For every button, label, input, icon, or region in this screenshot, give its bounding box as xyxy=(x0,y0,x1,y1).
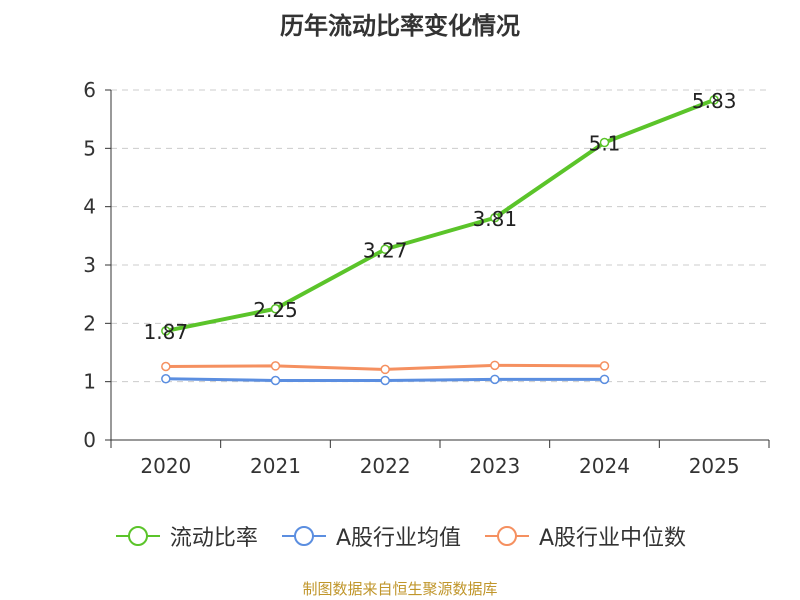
data-point xyxy=(380,244,390,254)
data-point xyxy=(270,375,281,386)
legend-label: A股行业中位数 xyxy=(539,526,687,551)
data-point xyxy=(161,326,171,336)
x-tick-label: 2023 xyxy=(469,454,520,478)
x-tick-label: 2021 xyxy=(250,454,301,478)
data-point xyxy=(270,304,281,314)
data-label: 3.27 xyxy=(363,238,408,262)
legend-label: 流动比率 xyxy=(169,526,258,551)
data-point xyxy=(599,374,610,385)
x-tick-label: 2024 xyxy=(579,454,630,478)
y-tick-label: 6 xyxy=(83,78,96,102)
legend-item-current-ratio[interactable]: 流动比率 xyxy=(114,520,258,552)
data-point xyxy=(380,364,390,375)
data-label: 3.81 xyxy=(473,207,518,231)
data-point xyxy=(490,360,500,371)
y-tick-label: 2 xyxy=(83,311,96,335)
data-point xyxy=(161,361,171,372)
legend-marker-icon xyxy=(485,526,529,546)
data-source-note: 制图数据来自恒生聚源数据库 xyxy=(302,580,498,598)
x-tick-label: 2020 xyxy=(140,454,191,478)
chart-title: 历年流动比率变化情况 xyxy=(280,12,520,40)
x-tick-label: 2025 xyxy=(689,454,740,478)
data-point xyxy=(709,95,719,105)
legend-item-industry-median[interactable]: A股行业中位数 xyxy=(483,520,686,552)
data-point xyxy=(599,361,610,371)
data-label: 5.1 xyxy=(589,132,621,156)
data-point xyxy=(490,213,500,223)
data-label: 1.87 xyxy=(144,320,189,344)
series-line xyxy=(165,98,715,333)
y-tick-label: 5 xyxy=(83,136,96,160)
y-tick-label: 4 xyxy=(83,195,96,219)
x-tick-label: 2022 xyxy=(360,454,411,478)
data-point xyxy=(380,375,390,386)
legend-label: A股行业均值 xyxy=(335,526,461,551)
y-tick-label: 1 xyxy=(83,370,96,394)
y-tick-label: 3 xyxy=(83,253,96,277)
legend: 流动比率 A股行业均值 A股行业中位数 xyxy=(0,520,800,552)
data-point xyxy=(599,137,610,148)
data-point xyxy=(270,361,281,371)
y-tick-label: 0 xyxy=(83,428,96,452)
data-point xyxy=(490,374,500,385)
data-label: 2.25 xyxy=(253,298,298,322)
legend-marker-icon xyxy=(281,526,326,546)
data-label: 5.83 xyxy=(692,89,737,113)
legend-marker-icon xyxy=(115,526,160,546)
data-point xyxy=(161,374,171,384)
legend-item-industry-mean[interactable]: A股行业均值 xyxy=(280,520,461,552)
